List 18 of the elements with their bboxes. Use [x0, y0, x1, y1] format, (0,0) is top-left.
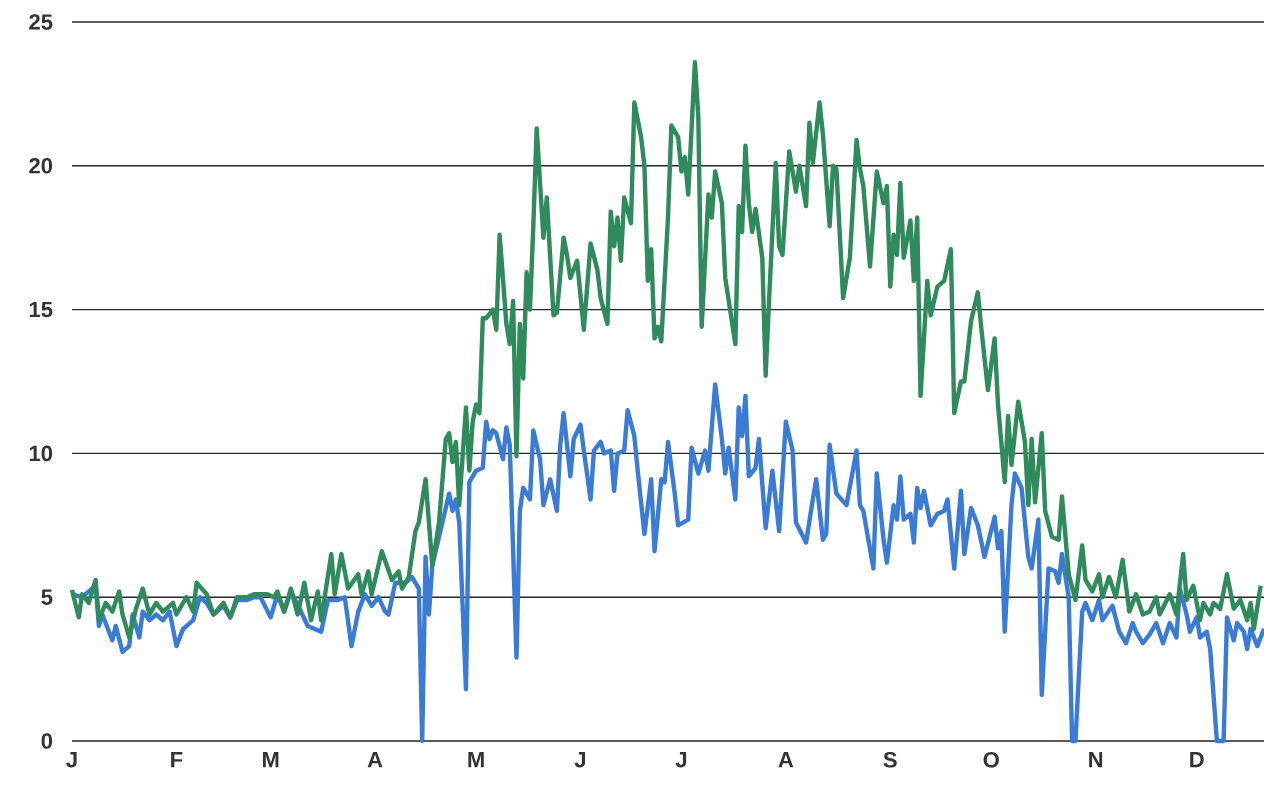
y-tick-label: 20 [29, 157, 53, 174]
x-tick-label: F [171, 752, 183, 768]
y-tick-label: 10 [29, 445, 53, 462]
y-tick-label: 15 [29, 301, 53, 318]
x-tick-label: S [883, 752, 897, 768]
y-tick-label: 5 [41, 589, 53, 605]
y-tick-label: 25 [29, 14, 53, 30]
x-tick-label: M [468, 752, 484, 768]
x-tick-label: J [574, 752, 586, 768]
x-tick-label: D [1190, 752, 1204, 768]
y-tick-label: 0 [41, 733, 53, 749]
x-tick-label: J [675, 752, 687, 768]
x-tick-label: M [262, 752, 279, 768]
x-tick-label: O [983, 752, 999, 768]
x-tick-label: J [66, 752, 77, 768]
x-tick-label: N [1089, 752, 1103, 768]
x-tick-label: A [778, 752, 794, 768]
x-tick-label: A [367, 752, 383, 768]
